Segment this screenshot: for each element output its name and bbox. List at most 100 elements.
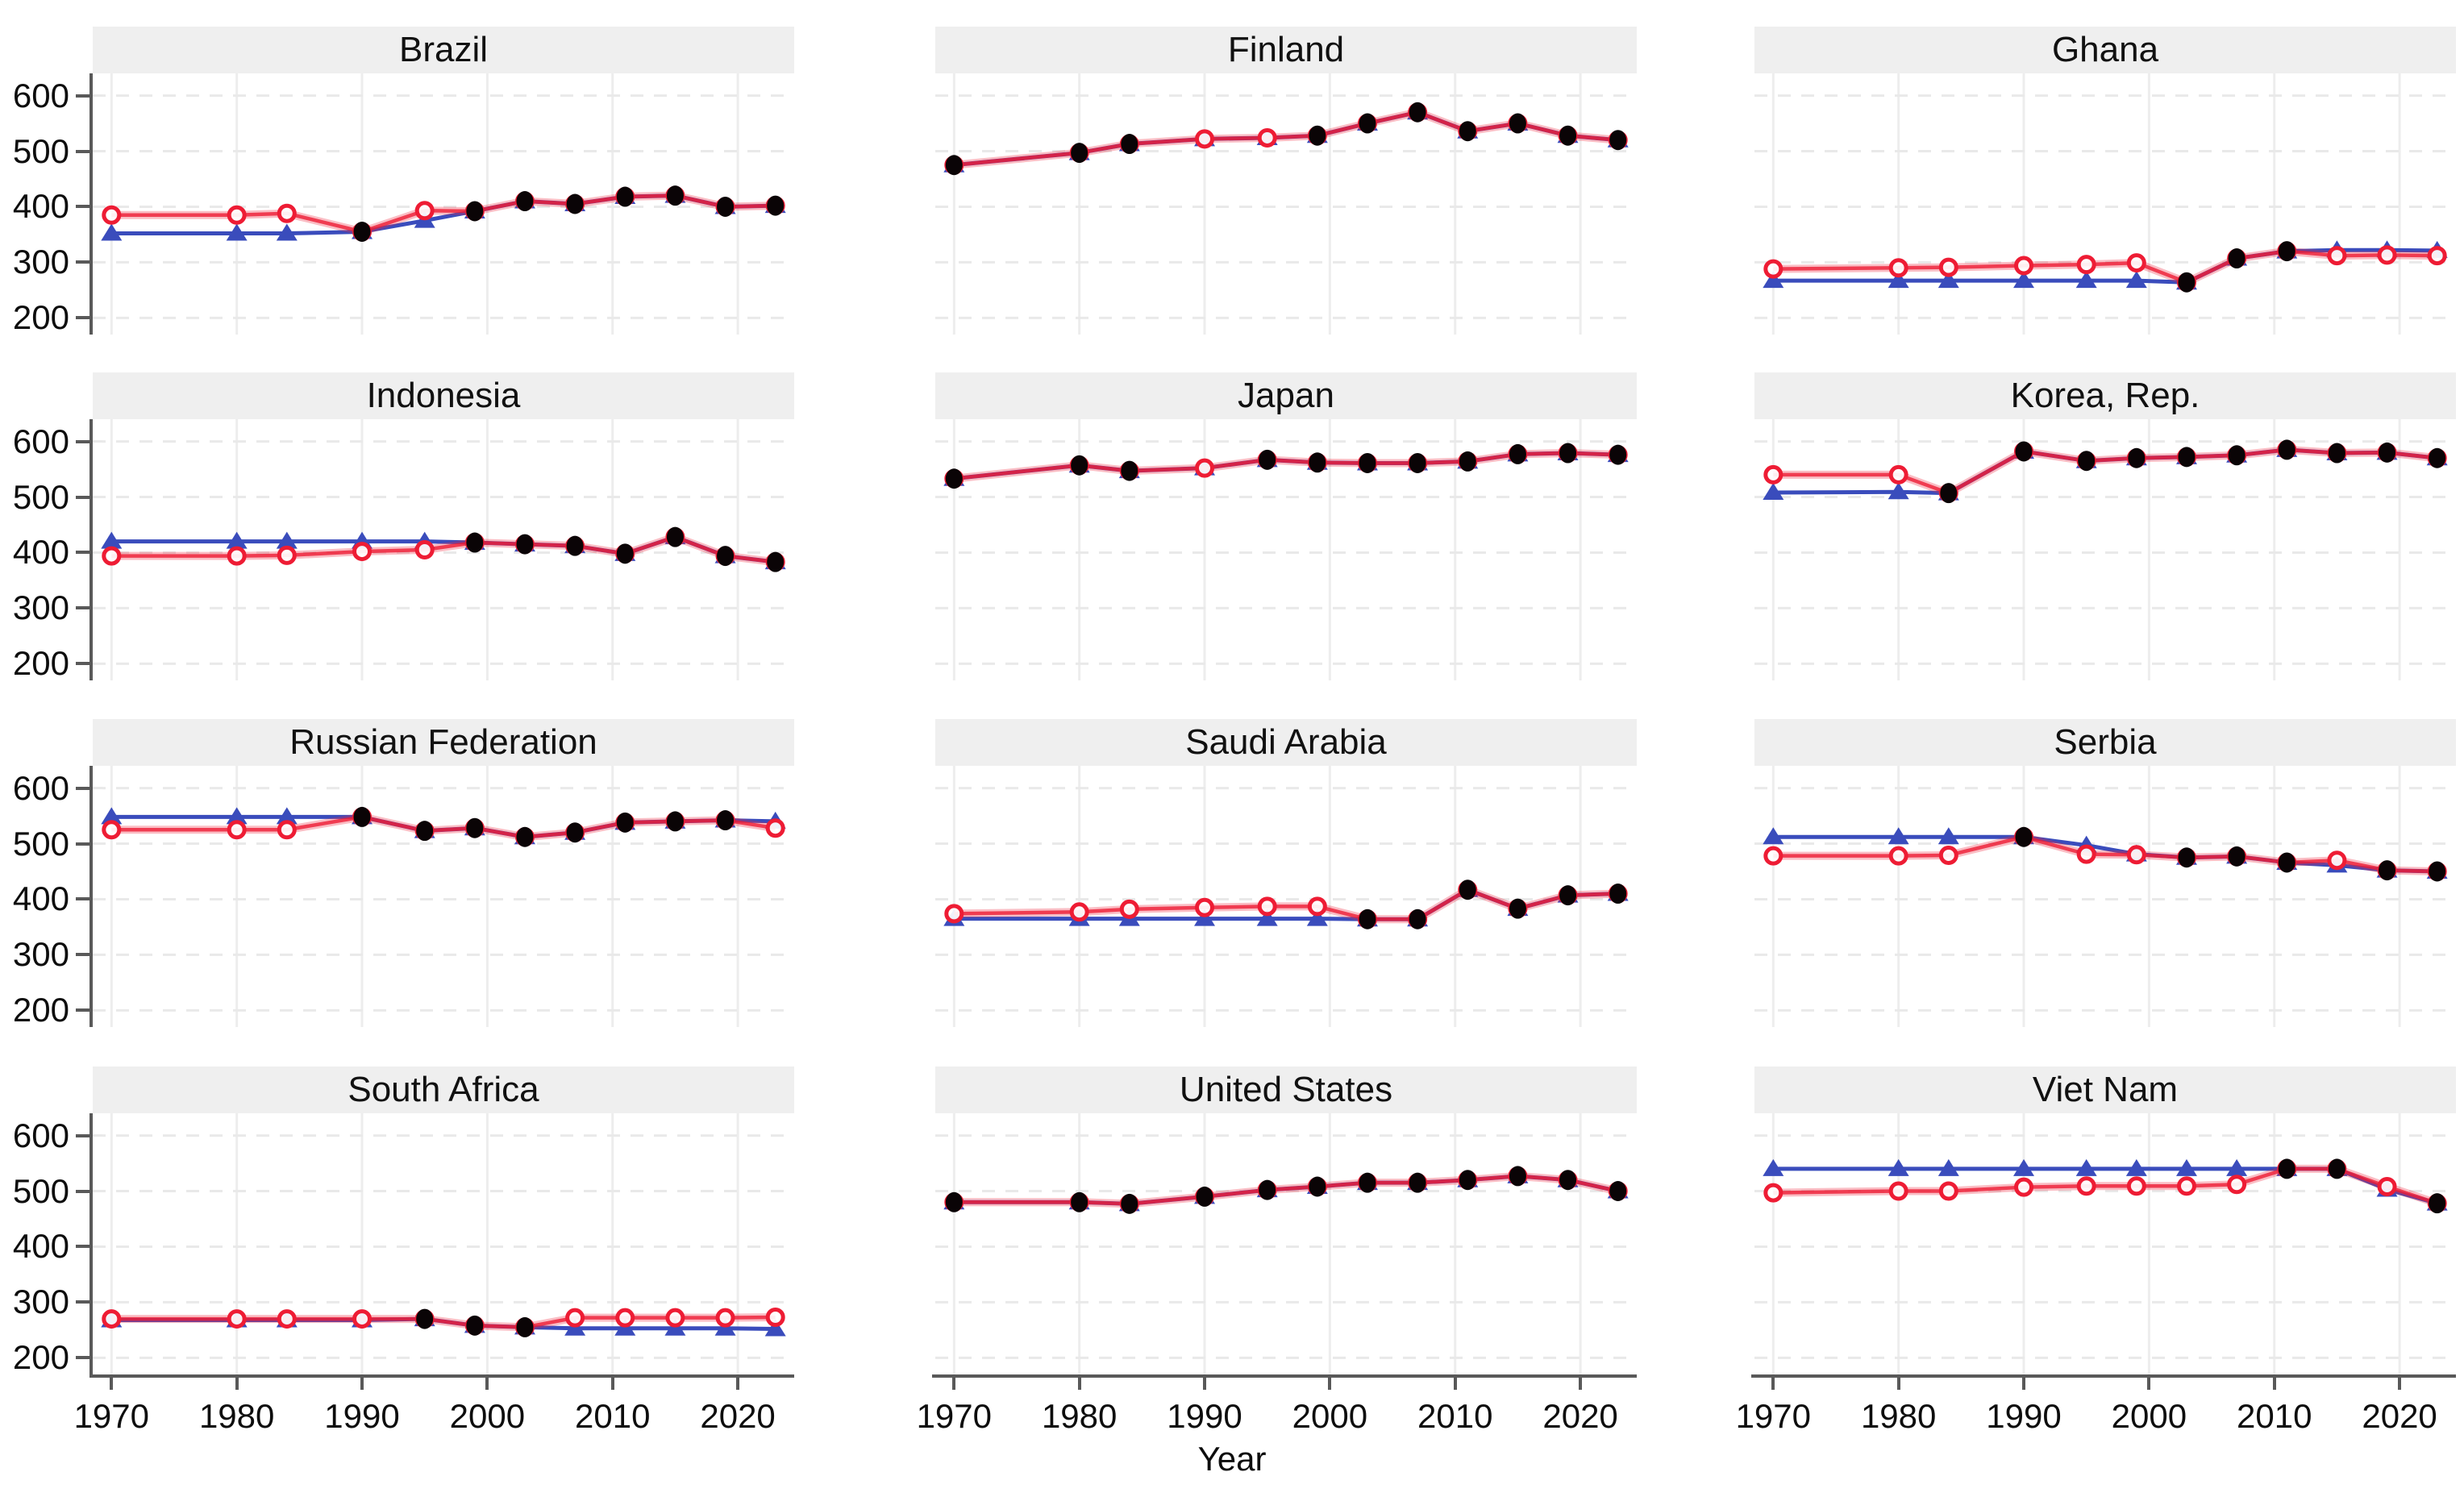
black-dot-marker xyxy=(566,822,584,843)
black-dot-marker xyxy=(566,535,584,556)
blue-triangle-marker xyxy=(1763,482,1784,500)
red-circle-marker xyxy=(1763,846,1783,866)
y-tick-label: 200 xyxy=(12,991,69,1029)
black-dot-marker xyxy=(2278,1158,2295,1179)
black-dot-marker xyxy=(717,196,735,217)
blue-triangle-marker xyxy=(1937,1158,1959,1176)
y-tick-label: 200 xyxy=(12,298,69,337)
panel-south-africa: South Africa xyxy=(93,1067,794,1374)
blue-triangle-marker xyxy=(2175,1158,2197,1176)
black-dot-marker xyxy=(1259,1179,1276,1200)
red-circle-marker xyxy=(277,203,297,223)
black-dot-marker xyxy=(1459,451,1476,472)
x-tick-mark xyxy=(1579,1378,1583,1390)
y-tick-mark xyxy=(76,842,89,846)
black-dot-marker xyxy=(516,826,534,847)
panel-russian-federation: Russian Federation xyxy=(93,719,794,1027)
blue-triangle-marker xyxy=(1256,909,1278,926)
y-tick-label: 500 xyxy=(12,131,69,170)
black-dot-marker xyxy=(1409,452,1426,473)
black-dot-marker xyxy=(416,821,434,842)
x-tick-label: 1990 xyxy=(324,1397,400,1435)
red-circle-marker xyxy=(352,1309,373,1329)
black-dot-marker xyxy=(1609,130,1627,151)
x-tick-mark xyxy=(1771,1378,1775,1390)
black-dot-marker xyxy=(717,810,735,831)
panel-title: Saudi Arabia xyxy=(935,719,1637,766)
blue-triangle-marker xyxy=(2075,1158,2097,1176)
blue-triangle-marker xyxy=(101,807,123,825)
y-tick-label: 300 xyxy=(12,588,69,627)
y-axis-spine xyxy=(89,419,93,680)
y-tick-mark xyxy=(76,1008,89,1013)
x-tick-mark xyxy=(110,1378,114,1390)
red-circle-marker xyxy=(1888,464,1908,484)
black-dot-marker xyxy=(2278,439,2295,460)
y-tick-label: 300 xyxy=(12,1283,69,1321)
blue-triangle-marker xyxy=(2125,271,2147,289)
black-dot-marker xyxy=(1259,449,1276,470)
blue-triangle-marker xyxy=(276,223,298,241)
x-tick-label: 1990 xyxy=(1167,1397,1242,1435)
x-tick-label: 2010 xyxy=(575,1397,651,1435)
red-circle-marker xyxy=(2427,246,2447,266)
y-tick-mark xyxy=(76,1189,89,1193)
black-dot-marker xyxy=(1409,909,1426,929)
x-tick-label: 2020 xyxy=(1542,1397,1618,1435)
x-tick-label: 2010 xyxy=(2237,1397,2312,1435)
plot-area-south-africa xyxy=(93,1113,794,1374)
black-dot-marker xyxy=(767,195,785,216)
x-tick-mark xyxy=(2147,1378,2151,1390)
black-dot-marker xyxy=(466,201,484,222)
red-circle-marker xyxy=(2377,1176,2397,1196)
red-circle-marker xyxy=(1888,1181,1908,1201)
black-dot-marker xyxy=(1609,884,1627,904)
blue-triangle-marker xyxy=(1306,909,1328,926)
x-tick-label: 1970 xyxy=(1735,1397,1812,1435)
black-dot-marker xyxy=(416,1308,434,1329)
panel-title: Viet Nam xyxy=(1754,1067,2456,1113)
x-tick-label: 2010 xyxy=(1417,1397,1493,1435)
red-circle-marker xyxy=(565,1308,585,1328)
blue-triangle-marker xyxy=(1888,482,1909,500)
black-dot-marker xyxy=(1459,121,1476,142)
black-dot-marker xyxy=(1359,1172,1376,1193)
panel-title: Japan xyxy=(935,372,1637,419)
blue-triangle-marker xyxy=(1194,909,1216,926)
black-dot-marker xyxy=(717,546,735,567)
red-circle-marker xyxy=(665,1308,685,1328)
red-circle-marker xyxy=(2014,1177,2034,1197)
red-circle-marker xyxy=(277,545,297,565)
red-circle-marker xyxy=(615,1308,635,1328)
plot-area-viet-nam xyxy=(1754,1113,2456,1374)
black-dot-marker xyxy=(616,812,634,833)
x-axis-title: Year xyxy=(1197,1440,1267,1478)
x-tick-mark xyxy=(235,1378,239,1390)
black-dot-marker xyxy=(2228,445,2245,466)
black-dot-marker xyxy=(2015,441,2033,462)
red-circle-marker xyxy=(2327,850,2347,871)
red-circle-marker xyxy=(1763,1183,1783,1203)
black-dot-marker xyxy=(2228,248,2245,269)
black-dot-marker xyxy=(516,1316,534,1337)
panel-indonesia: Indonesia xyxy=(93,372,794,680)
plot-area-ghana xyxy=(1754,73,2456,335)
red-circle-marker xyxy=(2126,1176,2146,1196)
x-tick-mark xyxy=(2022,1378,2026,1390)
red-circle-marker xyxy=(102,820,122,840)
plot-area-serbia xyxy=(1754,766,2456,1027)
panel-serbia: Serbia xyxy=(1754,719,2456,1027)
black-dot-marker xyxy=(945,155,963,176)
plot-area-korea-rep- xyxy=(1754,419,2456,680)
black-dot-marker xyxy=(2128,447,2146,468)
x-tick-mark xyxy=(2272,1378,2276,1390)
black-dot-marker xyxy=(2078,451,2096,472)
red-circle-marker xyxy=(2227,1175,2247,1195)
y-tick-label: 200 xyxy=(12,644,69,683)
y-axis-spine xyxy=(89,1113,93,1378)
y-tick-label: 400 xyxy=(12,187,69,226)
black-dot-marker xyxy=(1409,102,1426,123)
x-tick-label: 2020 xyxy=(2362,1397,2437,1435)
black-dot-marker xyxy=(666,185,684,206)
red-circle-marker xyxy=(1763,259,1783,279)
